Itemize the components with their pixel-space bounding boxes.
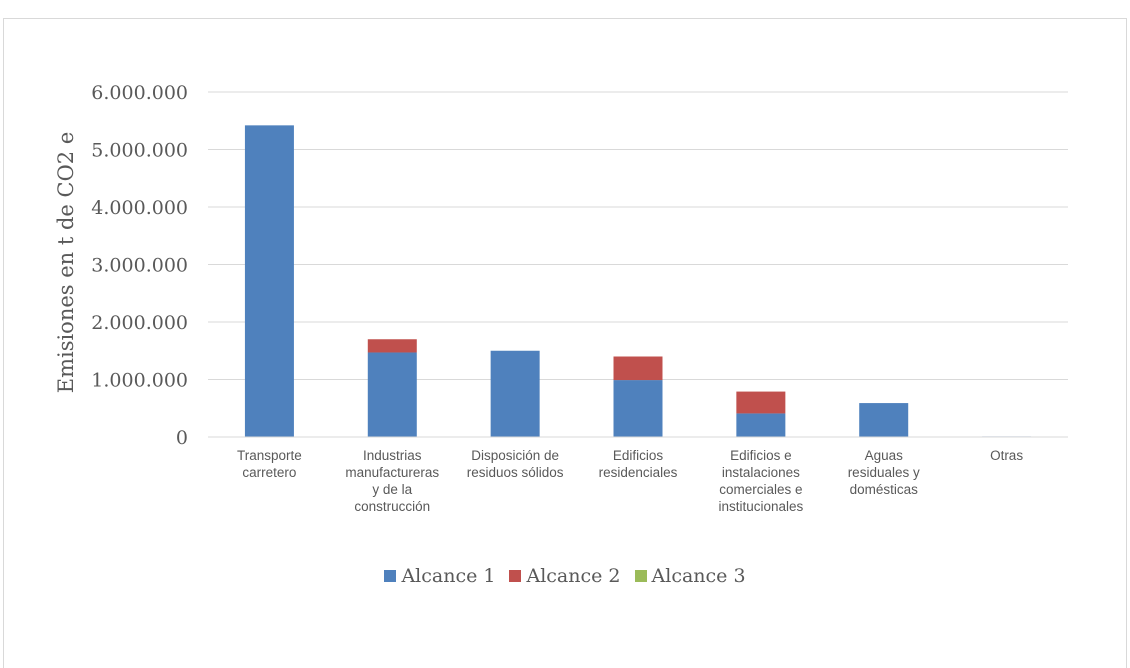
- x-tick-label: residenciales: [599, 465, 678, 480]
- bar-alcance-1: [736, 413, 786, 437]
- x-tick-label: Disposición de: [471, 448, 559, 463]
- x-tick-label: instalaciones: [722, 465, 800, 480]
- y-tick-label: 6.000.000: [91, 82, 188, 104]
- bar-alcance-1: [859, 403, 909, 437]
- legend-label: Alcance 1: [401, 565, 496, 587]
- x-tick-label: institucionales: [718, 499, 803, 514]
- x-tick-label: Edificios e: [730, 448, 792, 463]
- chart-legend: Alcance 1 Alcance 2 Alcance 3: [0, 565, 1130, 587]
- x-tick-label: construcción: [354, 499, 430, 514]
- x-tick-label: Aguas: [865, 448, 904, 463]
- x-tick-label: y de la: [372, 482, 412, 497]
- bar-alcance-1: [367, 352, 417, 437]
- legend-swatch: [384, 570, 397, 582]
- x-tick-label: Industrias: [363, 448, 422, 463]
- x-tick-label: Transporte: [237, 448, 302, 463]
- legend-label: Alcance 3: [651, 565, 746, 587]
- bar-alcance-2: [613, 356, 663, 381]
- legend-item-alcance-1: Alcance 1: [384, 565, 495, 587]
- y-tick-label: 3.000.000: [91, 255, 188, 277]
- chart-frame: [3, 18, 1127, 668]
- y-tick-label: 4.000.000: [91, 197, 188, 219]
- x-tick-label: comerciales e: [719, 482, 802, 497]
- bar-alcance-1: [613, 380, 663, 437]
- x-tick-label: Edificios: [613, 448, 664, 463]
- legend-item-alcance-2: Alcance 2: [509, 565, 621, 587]
- legend-swatch: [634, 570, 647, 582]
- x-tick-label: residuos sólidos: [467, 465, 564, 480]
- x-tick-label: domésticas: [850, 482, 919, 497]
- x-tick-label: residuales y: [848, 465, 920, 480]
- x-tick-label: manufactureras: [345, 465, 439, 480]
- y-tick-label: 0: [176, 427, 188, 449]
- bar-alcance-2: [736, 391, 786, 414]
- bar-alcance-1: [244, 125, 294, 437]
- legend-label: Alcance 2: [526, 565, 621, 587]
- legend-swatch: [509, 570, 522, 582]
- bar-alcance-1: [490, 350, 540, 437]
- x-tick-label: Otras: [990, 448, 1023, 463]
- y-axis-title: Emisiones en t de CO2 e: [54, 132, 78, 394]
- legend-item-alcance-3: Alcance 3: [634, 565, 746, 587]
- x-tick-label: carretero: [242, 465, 296, 480]
- chart-plot: 0 1.000.000 2.000.000 3.000.000 4.000.000 5.0…: [54, 82, 1068, 514]
- bar-alcance-2: [367, 339, 417, 353]
- y-tick-label: 5.000.000: [91, 140, 188, 162]
- y-tick-label: 1.000.000: [91, 370, 188, 392]
- y-tick-label: 2.000.000: [91, 312, 188, 334]
